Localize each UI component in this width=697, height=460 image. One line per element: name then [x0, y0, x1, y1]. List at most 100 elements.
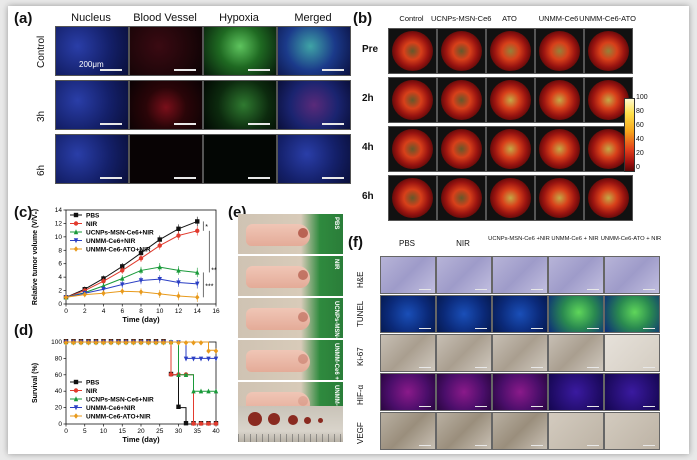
colorbar-tick-label: 80: [636, 108, 644, 115]
x-axis-label: Time (day): [122, 315, 160, 324]
scale-bar: [531, 405, 543, 407]
scale-bar: [248, 177, 270, 179]
y-tick-label: 80: [55, 355, 63, 362]
panel-a-col-title: Merged: [294, 12, 332, 24]
panel-f-image-tile: [492, 256, 548, 294]
survival-chart: 0 5 10 15 20 25 30 35 40 0 20 40 60 80 100 Time (day) Su…: [32, 339, 220, 444]
panel-a-image-tile: [129, 26, 203, 76]
legend-label: PBS: [86, 379, 100, 386]
x-tick-label: 4: [102, 308, 106, 315]
scale-bar: [531, 366, 543, 368]
x-tick-label: 25: [156, 428, 164, 435]
figure-sheet: (a) Nucleus Blood Vessel Hypoxia Merged Cont…: [8, 6, 689, 454]
x-tick-label: 0: [64, 428, 68, 435]
panel-f-row-label: VEGF: [356, 422, 365, 444]
y-tick-label: 20: [55, 405, 63, 412]
panel-a-image-tile: [277, 26, 351, 76]
tumor-site: [298, 396, 308, 406]
data-point: [120, 268, 125, 273]
data-point: [176, 267, 181, 273]
significance-label: **: [211, 267, 217, 274]
legend-label: UCNPs-MSN-Ce6+NIR: [86, 229, 154, 236]
data-point: [120, 275, 125, 281]
mouse-photo: [238, 298, 343, 338]
tumor-site: [298, 312, 308, 322]
colorbar-tick-label: 0: [636, 164, 640, 171]
y-tick-label: 12: [55, 220, 63, 227]
panel-a-image-tile: [55, 80, 129, 130]
y-tick-label: 0: [58, 421, 62, 428]
series-line: [65, 278, 198, 298]
pa-signal-disc: [539, 178, 580, 218]
scale-bar: [419, 444, 431, 446]
data-point: [206, 421, 211, 426]
pa-signal-disc: [441, 80, 482, 120]
panel-f-row-label: H&E: [356, 271, 365, 288]
panel-f-image-tile: [436, 412, 492, 450]
panel-f-label: (f): [348, 234, 363, 251]
panel-a-image-tile: [55, 26, 129, 76]
data-point: [176, 293, 181, 299]
panel-f-row-label: HIF-α: [356, 384, 365, 405]
data-point: [123, 340, 129, 346]
scale-bar: [587, 366, 599, 368]
panel-f-image-tile: [604, 256, 660, 294]
pa-signal-disc: [392, 178, 433, 218]
scale-bar: [587, 327, 599, 329]
data-point: [138, 289, 144, 295]
x-tick-label: 20: [137, 428, 145, 435]
legend-label: UNMM-Ce6-ATO+NIR: [86, 413, 151, 420]
pa-signal-disc: [539, 129, 580, 169]
pa-signal-disc: [490, 31, 531, 71]
data-point: [198, 421, 204, 426]
data-point: [176, 340, 181, 346]
scale-bar: [587, 444, 599, 446]
tumor-site: [298, 354, 308, 364]
panel-f-image-tile: [380, 256, 436, 294]
panel-b-image-tile: [486, 126, 535, 172]
panel-f-image-tile: [548, 334, 604, 372]
legend-marker: [73, 212, 79, 218]
panel-f-image-tile: [436, 373, 492, 411]
mouse-body: [246, 266, 310, 288]
scale-bar: [531, 327, 543, 329]
scale-bar: [322, 177, 344, 179]
data-point: [198, 356, 204, 362]
panel-f-image-tile: [492, 334, 548, 372]
panel-f-col-title: NIR: [456, 239, 470, 248]
mouse-label: NIR: [333, 259, 339, 270]
scale-bar: [643, 444, 655, 446]
data-point: [195, 269, 200, 275]
panel-f-row-label: Ki-67: [356, 347, 365, 366]
panel-a-row-label: 6h: [36, 164, 47, 176]
data-point: [101, 340, 106, 346]
panel-b-col-title: UNMM-Ce6-ATO: [579, 14, 636, 23]
scale-bar: [531, 444, 543, 446]
y-axis-label: Relative tumor volume (V/V₀): [32, 209, 39, 305]
x-tick-label: 5: [83, 428, 87, 435]
data-point: [168, 340, 174, 346]
panel-b-row-label: 4h: [362, 142, 374, 153]
x-tick-label: 16: [212, 308, 220, 315]
scale-bar: [475, 366, 487, 368]
pa-signal-disc: [441, 129, 482, 169]
y-tick-label: 10: [55, 234, 63, 241]
data-point: [183, 372, 189, 377]
panel-f-image-tile: [436, 256, 492, 294]
x-tick-label: 10: [100, 428, 108, 435]
pa-signal-disc: [588, 31, 629, 71]
x-tick-label: 8: [139, 308, 143, 315]
panel-f-image-tile: [548, 412, 604, 450]
data-point: [191, 421, 196, 426]
panel-a-image-tile: [55, 134, 129, 184]
pa-signal-disc: [490, 178, 531, 218]
data-point: [183, 421, 189, 426]
panel-f-image-tile: [380, 295, 436, 333]
data-point: [116, 340, 121, 346]
legend-marker: [73, 396, 79, 402]
data-point: [120, 288, 125, 294]
mouse-label: UNMM-Ce6 +NIR: [333, 343, 339, 391]
legend-marker: [73, 229, 79, 235]
data-point: [176, 233, 181, 238]
panel-a-image-tile: [277, 134, 351, 184]
